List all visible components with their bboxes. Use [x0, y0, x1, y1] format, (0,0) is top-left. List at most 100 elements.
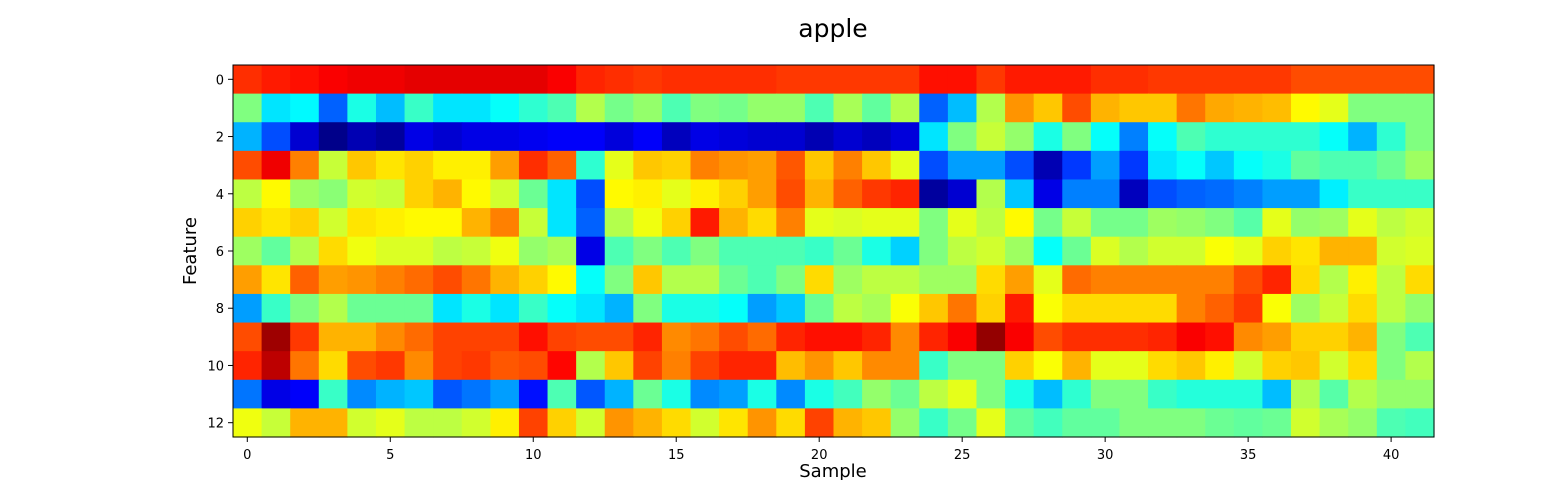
- heatmap-cell: [576, 122, 606, 152]
- y-axis-ticks: 0 2 4 6 8 10 12: [207, 73, 233, 432]
- heatmap-cell: [604, 351, 634, 381]
- heatmap-cell: [947, 65, 978, 95]
- heatmap-cell: [690, 293, 720, 324]
- heatmap-cell: [1119, 351, 1149, 381]
- heatmap-cell: [947, 236, 978, 266]
- heatmap-cell: [461, 408, 491, 438]
- heatmap-cell: [290, 122, 320, 152]
- heatmap-cell: [1176, 379, 1206, 409]
- heatmap-cell: [919, 293, 949, 324]
- heatmap-cell: [604, 150, 634, 181]
- heatmap-cell: [1205, 93, 1235, 123]
- heatmap-cell: [690, 351, 720, 381]
- heatmap-cell: [947, 351, 978, 381]
- heatmap-cell: [776, 208, 806, 238]
- heatmap-cell: [1405, 265, 1435, 295]
- heatmap-cell: [661, 236, 692, 266]
- heatmap-cell: [1062, 93, 1092, 123]
- heatmap-cell: [290, 93, 320, 123]
- heatmap-cell: [576, 379, 606, 409]
- heatmap-cell: [1033, 65, 1063, 95]
- heatmap-cell: [1090, 236, 1121, 266]
- heatmap-cell: [576, 351, 606, 381]
- heatmap-cell: [1405, 93, 1435, 123]
- heatmap-cell: [1376, 65, 1407, 95]
- heatmap-cell: [976, 65, 1006, 95]
- y-tick-label: 2: [216, 131, 224, 146]
- heatmap-cell: [318, 208, 348, 238]
- heatmap-cell: [576, 208, 606, 238]
- heatmap-cell: [862, 179, 892, 209]
- heatmap-cell: [1405, 379, 1435, 409]
- heatmap-cell: [261, 408, 291, 438]
- heatmap-cell: [1319, 65, 1349, 95]
- heatmap-cell: [1005, 379, 1035, 409]
- heatmap-cell: [433, 179, 463, 209]
- heatmap-cell: [518, 379, 549, 409]
- x-axis-label: Sample: [799, 461, 867, 480]
- heatmap-cell: [976, 150, 1006, 181]
- heatmap-cell: [1090, 65, 1121, 95]
- heatmap-cell: [233, 379, 263, 409]
- heatmap-cell: [976, 293, 1006, 324]
- heatmap-cell: [576, 179, 606, 209]
- heatmap-cell: [1233, 379, 1264, 409]
- heatmap-cell: [1005, 236, 1035, 266]
- x-tick-label: 10: [525, 448, 542, 463]
- heatmap-cell: [375, 236, 406, 266]
- y-tick-label: 0: [216, 73, 224, 88]
- heatmap-cell: [604, 379, 634, 409]
- x-tick-label: 40: [1383, 448, 1400, 463]
- heatmap-cell: [1033, 379, 1063, 409]
- heatmap-cell: [890, 236, 920, 266]
- heatmap-cell: [404, 236, 434, 266]
- heatmap-cell: [518, 236, 549, 266]
- heatmap-cell: [862, 408, 892, 438]
- heatmap-cell: [719, 236, 749, 266]
- heatmap-cell: [1319, 179, 1349, 209]
- heatmap-cell: [604, 208, 634, 238]
- heatmap-cell: [404, 65, 434, 95]
- heatmap-cell: [862, 236, 892, 266]
- heatmap-cell: [290, 236, 320, 266]
- heatmap-cell: [862, 351, 892, 381]
- heatmap-cell: [404, 93, 434, 123]
- heatmap-cell: [1205, 179, 1235, 209]
- heatmap-cell: [1405, 351, 1435, 381]
- heatmap-cell: [804, 150, 835, 181]
- heatmap-cell: [919, 122, 949, 152]
- heatmap-cell: [776, 408, 806, 438]
- heatmap-cell: [661, 408, 692, 438]
- heatmap-cell: [1033, 408, 1063, 438]
- heatmap-cell: [404, 322, 434, 352]
- heatmap-cell: [433, 93, 463, 123]
- heatmap-cell: [890, 351, 920, 381]
- heatmap-cell: [776, 322, 806, 352]
- heatmap-cell: [318, 122, 348, 152]
- heatmap-cell: [1233, 179, 1264, 209]
- heatmap-cell: [690, 379, 720, 409]
- heatmap-cell: [375, 293, 406, 324]
- heatmap-cell: [719, 122, 749, 152]
- heatmap-cell: [261, 208, 291, 238]
- heatmap-cell: [1376, 236, 1407, 266]
- heatmap-cell: [347, 208, 377, 238]
- heatmap-cell: [433, 65, 463, 95]
- heatmap-cell: [776, 351, 806, 381]
- heatmap-cell: [804, 93, 835, 123]
- heatmap-cell: [518, 65, 549, 95]
- heatmap-cell: [747, 379, 777, 409]
- heatmap-cell: [347, 322, 377, 352]
- heatmap-cell: [1062, 208, 1092, 238]
- heatmap-cell: [604, 293, 634, 324]
- heatmap-cell: [233, 65, 263, 95]
- heatmap-cell: [661, 150, 692, 181]
- heatmap-cell: [1319, 408, 1349, 438]
- heatmap-cell: [1319, 93, 1349, 123]
- heatmap-cell: [433, 236, 463, 266]
- heatmap-cell: [1062, 408, 1092, 438]
- heatmap-cell: [1205, 65, 1235, 95]
- heatmap-cell: [661, 208, 692, 238]
- heatmap-cell: [633, 265, 663, 295]
- heatmap-cell: [604, 408, 634, 438]
